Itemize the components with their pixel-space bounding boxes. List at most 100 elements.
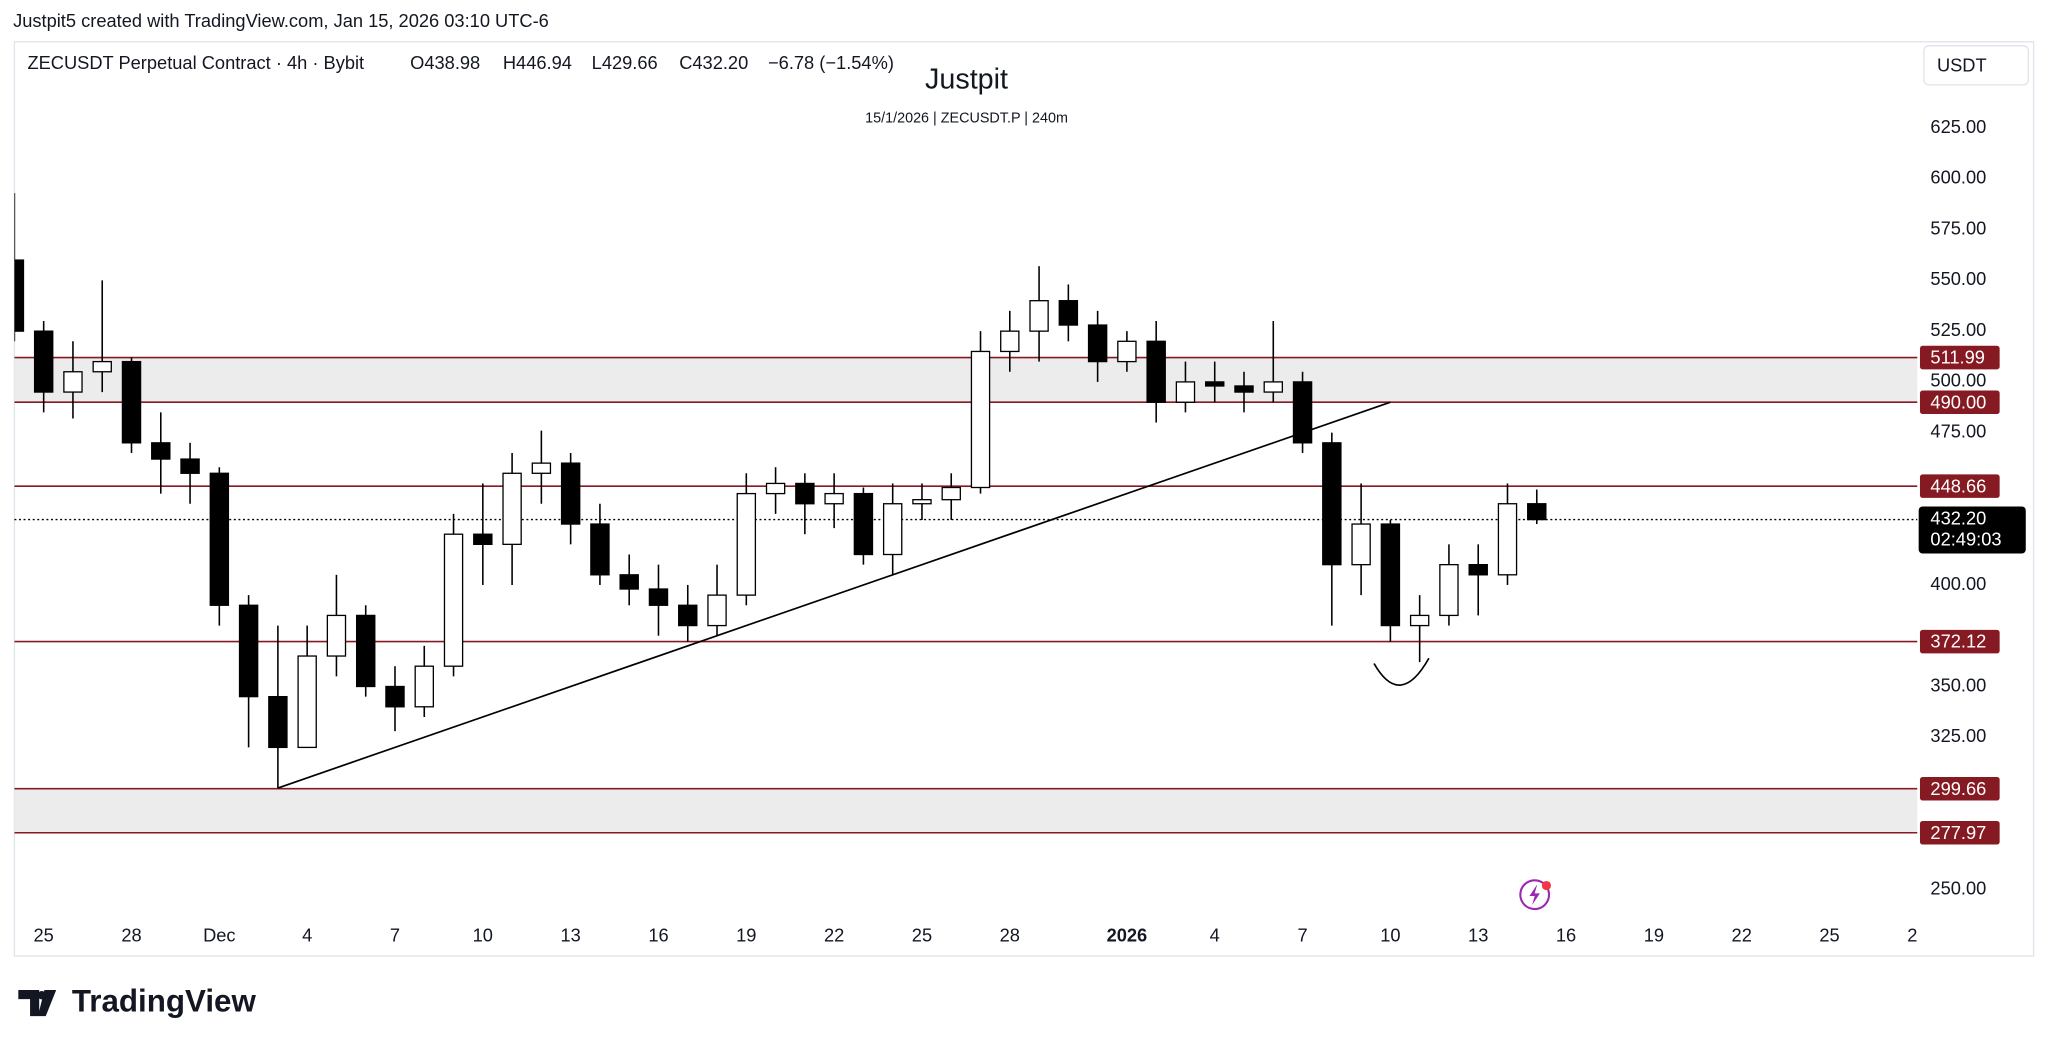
candle-body	[970, 350, 991, 489]
x-tick-label: 22	[824, 924, 844, 945]
candle-body	[1058, 300, 1079, 326]
x-tick-label: 16	[648, 924, 668, 945]
price-level-tag	[1919, 776, 2000, 801]
x-tick-label: 25	[912, 924, 932, 945]
candle-body	[121, 360, 142, 444]
x-tick-label: 2026	[1107, 924, 1148, 945]
x-tick-label: 28	[1907, 924, 1927, 945]
y-tick-label: 250.00	[1930, 877, 1986, 898]
candle-body	[1468, 564, 1488, 576]
y-tick-label: 325.00	[1930, 725, 1986, 746]
ohlc-high: H446.94	[503, 52, 572, 73]
attribution: Justpit5 created with TradingView.com, J…	[13, 10, 549, 31]
candle-body	[63, 371, 83, 393]
ohlc-open: O438.98	[410, 52, 480, 73]
x-tick-label: 25	[1819, 924, 1839, 945]
last-price-label: 432.20	[1930, 507, 1986, 528]
price-level-tag	[1919, 345, 2000, 370]
x-tick-label: 19	[1644, 924, 1664, 945]
candle-body	[912, 499, 932, 505]
candle-body	[1204, 381, 1225, 387]
trendline	[277, 401, 1391, 789]
candle-body	[92, 360, 112, 373]
candle-body	[648, 588, 669, 606]
candle-body	[736, 492, 757, 596]
x-tick-label: 4	[1210, 924, 1220, 945]
price-level-tag	[1919, 629, 2000, 654]
price-level-label: 372.12	[1930, 631, 1986, 652]
currency-button[interactable]	[1923, 45, 2030, 86]
candle-body	[238, 604, 259, 698]
candle-body	[765, 482, 786, 495]
candle-body	[1029, 300, 1049, 332]
price-axis: 250.00 325.00 350.00 400.00 475.00 500.00 525.…	[1917, 116, 2026, 898]
candle-body	[1380, 523, 1401, 627]
candle-body	[853, 492, 874, 556]
candle-body	[619, 574, 639, 590]
change: −6.78 (−1.54%)	[768, 52, 894, 73]
candle-body	[355, 614, 376, 688]
x-tick-label: 4	[302, 924, 312, 945]
candle-body	[707, 594, 727, 627]
candle-body	[1351, 523, 1371, 566]
candle-body	[941, 486, 961, 501]
zone	[14, 788, 1918, 833]
candle-body	[14, 259, 25, 332]
candle-body	[1439, 564, 1459, 617]
price-level-label: 490.00	[1930, 391, 1986, 412]
y-tick-label: 400.00	[1930, 573, 1986, 594]
x-axis: 25 28 Dec 4 7 10 13 16 19 22 25 28 2026 4 7 10 13 16 19 22 2…	[34, 918, 1927, 945]
price-level-label: 511.99	[1930, 347, 1985, 368]
candle-body	[33, 330, 54, 393]
y-tick-label: 350.00	[1930, 674, 1986, 695]
chart-subtitle: 15/1/2026 | ZECUSDT.P | 240m	[865, 111, 1068, 127]
candle-body	[443, 533, 464, 667]
x-tick-label: 13	[1468, 924, 1488, 945]
plot-area	[14, 193, 1918, 834]
x-tick-label: 28	[121, 924, 141, 945]
drawing-arc	[1373, 657, 1430, 686]
y-tick-label: 475.00	[1930, 421, 1986, 442]
x-tick-label: 25	[34, 924, 54, 945]
candle-body	[180, 458, 200, 474]
candle-body	[1322, 442, 1342, 566]
candle-body	[151, 442, 171, 460]
candle-body	[414, 665, 434, 708]
y-tick-label: 525.00	[1930, 319, 1986, 340]
x-tick-label: 16	[1556, 924, 1576, 945]
x-tick-label: 7	[390, 924, 400, 945]
candle-body	[1234, 385, 1254, 393]
candle-body	[1292, 381, 1313, 444]
chart-frame	[13, 41, 2035, 957]
last-price-tag	[1918, 506, 2026, 554]
price-level-label: 299.66	[1930, 778, 1986, 799]
candle-body	[678, 604, 698, 627]
x-tick-label: 10	[1380, 924, 1400, 945]
price-level-tag	[1919, 390, 2000, 414]
x-tick-label: 7	[1297, 924, 1307, 945]
candle-body	[1527, 503, 1547, 521]
candle-body	[795, 482, 815, 505]
x-tick-label: 10	[473, 924, 493, 945]
alert-icon[interactable]	[1519, 879, 1552, 911]
y-tick-label: 500.00	[1930, 370, 1986, 391]
symbol: ZECUSDT Perpetual Contract · 4h · Bybit	[27, 52, 364, 73]
x-tick-label: 22	[1732, 924, 1752, 945]
y-tick-label: 600.00	[1930, 167, 1986, 188]
x-tick-label: 28	[1000, 924, 1020, 945]
candle-body	[297, 655, 317, 749]
currency: USDT	[1937, 54, 1987, 75]
brand: TradingView	[72, 983, 257, 1018]
x-tick-label: 19	[736, 924, 756, 945]
price-level-tag	[1919, 474, 2000, 498]
candle-body	[209, 472, 230, 606]
y-tick-label: 550.00	[1930, 268, 1986, 289]
tv-logo	[18, 990, 57, 1017]
ohlc-low: L429.66	[592, 52, 658, 73]
candle-body	[385, 685, 405, 708]
candle-body	[560, 462, 581, 525]
candle-body	[473, 533, 493, 546]
candle-body	[502, 472, 522, 546]
